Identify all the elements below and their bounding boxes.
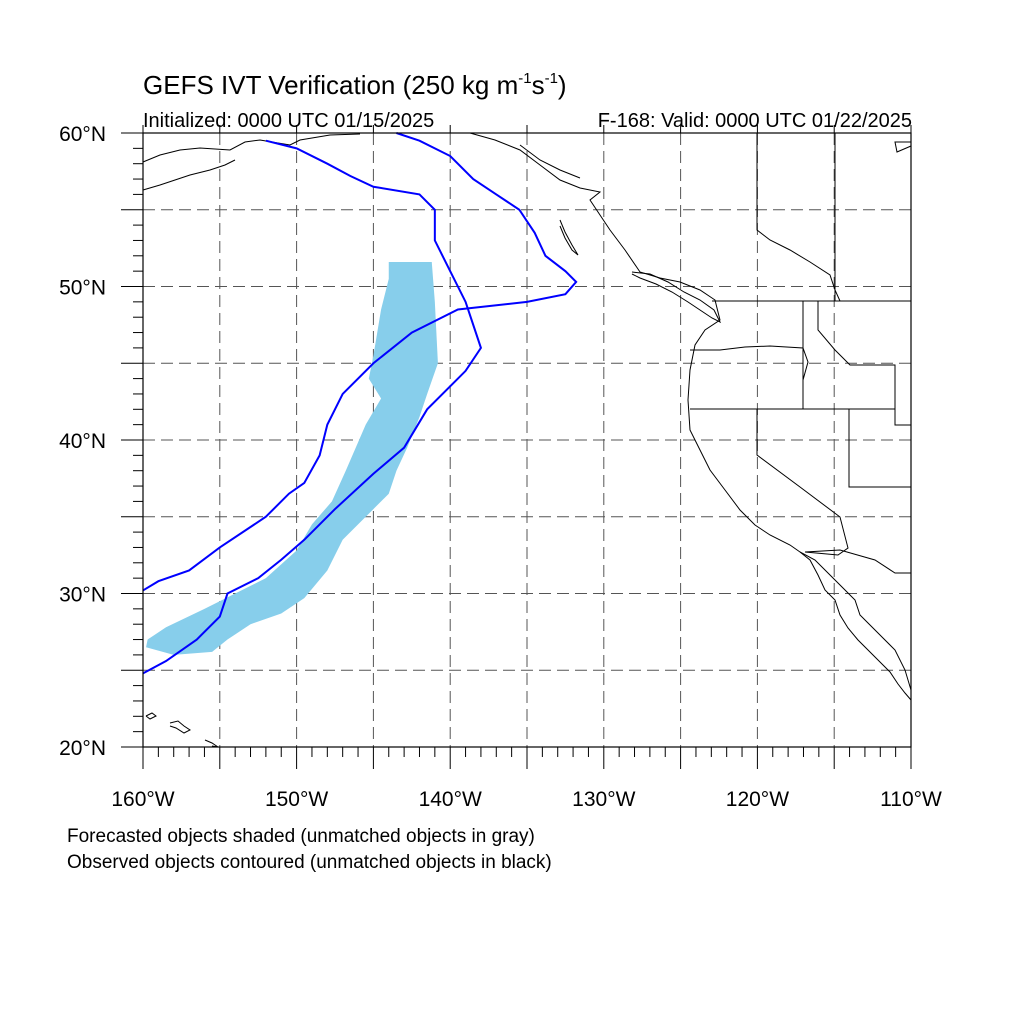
lon-tick-label: 130°W (572, 788, 635, 811)
lat-tick-label: 50°N (59, 277, 106, 300)
lat-tick-label: 30°N (59, 584, 106, 607)
border-or-ca (690, 408, 911, 488)
lat-tick-label: 20°N (59, 737, 106, 760)
coastline-hawaii-2 (169, 720, 191, 734)
lon-tick-label: 120°W (726, 788, 789, 811)
border-id-east (817, 301, 896, 409)
lon-tick-label: 150°W (265, 788, 328, 811)
observed-note: Observed objects contoured (unmatched ob… (67, 852, 552, 873)
forecast-ivt-object (146, 261, 438, 655)
observed-ivt-contour-outer (142, 132, 578, 592)
coastline-queen-charlotte (559, 219, 579, 256)
border-wa-or (690, 345, 809, 409)
coastline-hawaii-3 (204, 739, 219, 748)
forecast-objects (146, 261, 438, 655)
observed-ivt-contour-inner (142, 139, 483, 675)
lon-tick-label: 160°W (111, 788, 174, 811)
border-ak-bc (519, 144, 581, 179)
coastline-alaska-islands (142, 159, 236, 191)
coastline-vancouver-island (631, 271, 722, 324)
valid-time: F-168: Valid: 0000 UTC 01/22/2025 (597, 110, 912, 132)
coastline-west-coast (894, 141, 912, 153)
initialized-time: Initialized: 0000 UTC 01/15/2025 (143, 110, 435, 132)
coastline-alaska (142, 133, 361, 163)
map-title: GEFS IVT Verification (250 kg m-1s-1) (143, 70, 567, 100)
map-gridlines (143, 133, 911, 747)
lat-tick-label: 60°N (59, 123, 106, 146)
coastline-north-america (469, 132, 912, 691)
border-canada-interior (756, 133, 841, 302)
coastline-hawaii (145, 712, 157, 720)
axis-labels: 160°W 150°W 140°W 130°W 120°W 110°W 20°N 30°N 40… (59, 123, 942, 811)
coastlines (142, 132, 912, 748)
observed-objects (142, 132, 578, 675)
forecast-note: Forecasted objects shaded (unmatched obj… (67, 826, 535, 847)
border-ca-nv (756, 409, 849, 556)
axis-ticks (121, 125, 912, 769)
lon-tick-label: 140°W (419, 788, 482, 811)
border-mexico (804, 549, 911, 574)
lon-tick-label: 110°W (880, 788, 942, 811)
lat-tick-label: 40°N (59, 430, 106, 453)
coastline-baja (799, 551, 912, 701)
